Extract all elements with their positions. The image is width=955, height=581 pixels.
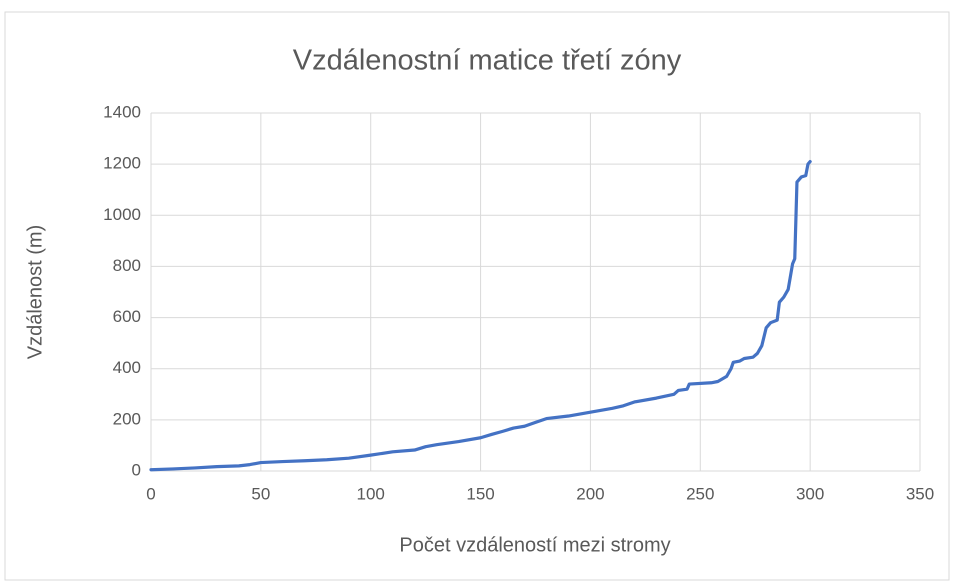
x-tick-label: 150 [466, 484, 494, 503]
y-axis-label: Vzdálenost (m) [24, 225, 46, 360]
y-tick-label: 0 [132, 460, 141, 479]
data-line [149, 159, 812, 472]
x-tick-label: 300 [796, 484, 824, 503]
y-tick-label: 600 [113, 307, 141, 326]
y-tick-label: 1200 [103, 154, 141, 173]
chart-title: Vzdálenostní matice třetí zóny [293, 45, 682, 77]
y-tick-label: 200 [113, 409, 141, 428]
y-tick-label: 1000 [103, 205, 141, 224]
x-tick-label: 50 [251, 484, 270, 503]
y-tick-label: 800 [113, 256, 141, 275]
y-tick-label: 400 [113, 358, 141, 377]
y-tick-label: 1400 [103, 102, 141, 121]
x-tick-label: 100 [357, 484, 385, 503]
x-tick-label: 200 [576, 484, 604, 503]
x-tick-label: 0 [146, 484, 155, 503]
x-axis-label: Počet vzdáleností mezi stromy [399, 534, 670, 556]
x-tick-label: 250 [686, 484, 714, 503]
x-tick-label: 350 [906, 484, 934, 503]
chart-border [4, 11, 950, 581]
